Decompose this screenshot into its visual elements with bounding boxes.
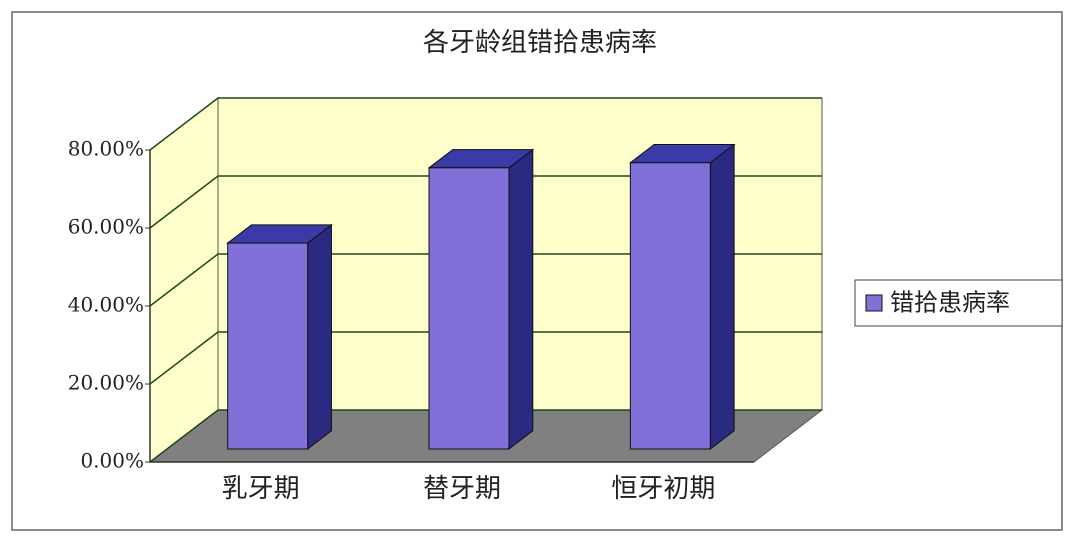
bar-side — [709, 143, 735, 451]
bar-side — [508, 148, 534, 451]
grid-line — [149, 331, 822, 385]
y-tick-label: 0.00% — [80, 449, 144, 473]
bar — [227, 242, 309, 450]
grid-line — [149, 97, 822, 151]
grid-line — [149, 175, 822, 229]
y-tick-label: 80.00% — [68, 137, 144, 161]
x-tick-label: 替牙期 — [423, 474, 501, 504]
bar — [428, 167, 510, 450]
y-tick-label: 20.00% — [68, 371, 144, 395]
bar-side — [307, 223, 332, 451]
x-tick-label: 恒牙初期 — [611, 474, 715, 504]
y-tick-label: 60.00% — [68, 215, 144, 239]
y-tick-label: 40.00% — [68, 293, 144, 317]
legend-swatch — [865, 294, 883, 312]
legend — [854, 279, 1063, 327]
x-tick-label: 乳牙期 — [222, 474, 300, 504]
bar — [629, 162, 711, 450]
legend-label: 错拾患病率 — [890, 289, 1010, 317]
chart-title: 各牙龄组错拾患病率 — [423, 28, 657, 58]
grid-line — [149, 253, 822, 307]
grid-line — [149, 409, 822, 463]
